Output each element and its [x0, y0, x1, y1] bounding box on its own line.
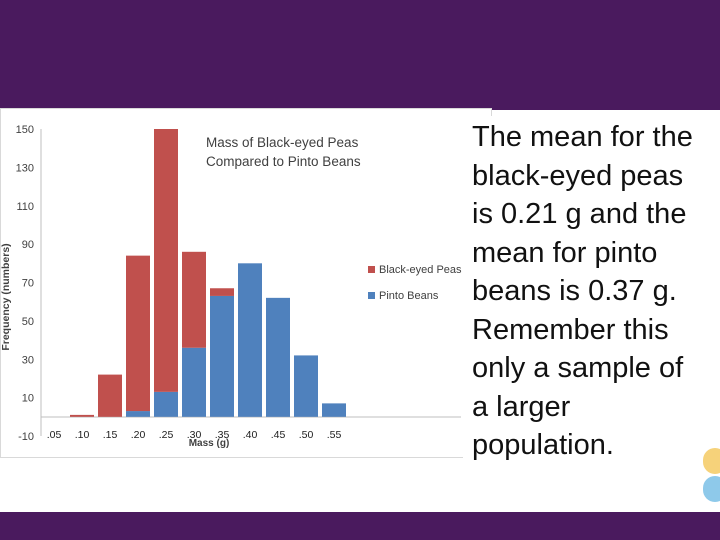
y-tick-label: 50 [22, 316, 34, 328]
bar-black-eyed-peas-35 [210, 288, 234, 296]
bar-pinto-beans-35 [210, 295, 234, 417]
x-tick-label: .30 [187, 429, 202, 441]
chart-title-line-1: Mass of Black-eyed Peas [206, 135, 359, 150]
y-tick-label: 130 [16, 162, 34, 174]
bar-black-eyed-peas-20 [126, 255, 150, 412]
chart-svg: Frequency (numbers) Mass (g) Mass of Bla… [0, 124, 462, 449]
x-tick-label: .05 [47, 429, 62, 441]
bar-pinto-beans-40 [238, 263, 262, 417]
bars [70, 129, 346, 417]
bar-pinto-beans-55 [322, 403, 346, 417]
x-tick-label: .10 [75, 429, 90, 441]
decorative-shape [703, 448, 720, 504]
x-tick-label: .35 [215, 429, 230, 441]
chart-panel: Frequency (numbers) Mass (g) Mass of Bla… [0, 108, 492, 458]
y-axis-label: Frequency (numbers) [1, 243, 12, 350]
body-text: The mean for the black-eyed peas is 0.21… [472, 121, 693, 461]
y-tick-label: -10 [18, 431, 34, 443]
bottom-band [0, 512, 720, 540]
chart-title-line-2: Compared to Pinto Beans [206, 154, 361, 169]
bar-pinto-beans-25 [154, 391, 178, 417]
text-panel: The mean for the black-eyed peas is 0.21… [463, 116, 703, 540]
legend: Black-eyed Peas Pinto Beans [368, 264, 462, 302]
legend-swatch-black-eyed-peas [368, 266, 375, 273]
y-tick-label: 150 [16, 124, 34, 136]
y-tick-label: 110 [16, 201, 34, 213]
x-tick-label: .15 [103, 429, 118, 441]
decorative-yellow-shape [703, 448, 720, 474]
x-tick-label: .25 [159, 429, 174, 441]
y-tick-label: 70 [22, 278, 34, 290]
x-tick-label: .40 [243, 429, 258, 441]
bar-black-eyed-peas-25 [154, 129, 178, 392]
bar-pinto-beans-20 [126, 411, 150, 417]
bar-pinto-beans-50 [294, 355, 318, 417]
x-axis-label: Mass (g) [189, 438, 230, 449]
y-tick-label: 10 [22, 393, 34, 405]
x-tick-label: .55 [327, 429, 342, 441]
bar-black-eyed-peas-30 [182, 251, 206, 348]
legend-swatch-pinto-beans [368, 292, 375, 299]
x-tick-label: .45 [271, 429, 286, 441]
bar-black-eyed-peas-10 [70, 414, 94, 417]
legend-label-black-eyed-peas: Black-eyed Peas [379, 264, 462, 276]
title-band [0, 0, 720, 110]
x-ticks: .05 .10 .15 .20 .25 .30 .35 .40 .45 .50 .55 [47, 429, 342, 441]
legend-label-pinto-beans: Pinto Beans [379, 290, 439, 302]
y-ticks: 150 130 110 90 70 50 30 10 -10 [16, 124, 34, 443]
x-tick-label: .50 [299, 429, 314, 441]
y-tick-label: 30 [22, 354, 34, 366]
bar-black-eyed-peas-15 [98, 374, 122, 417]
y-tick-label: 90 [22, 239, 34, 251]
bar-pinto-beans-45 [266, 297, 290, 417]
x-tick-label: .20 [131, 429, 146, 441]
decorative-blue-shape [703, 476, 720, 502]
bar-pinto-beans-30 [182, 347, 206, 417]
